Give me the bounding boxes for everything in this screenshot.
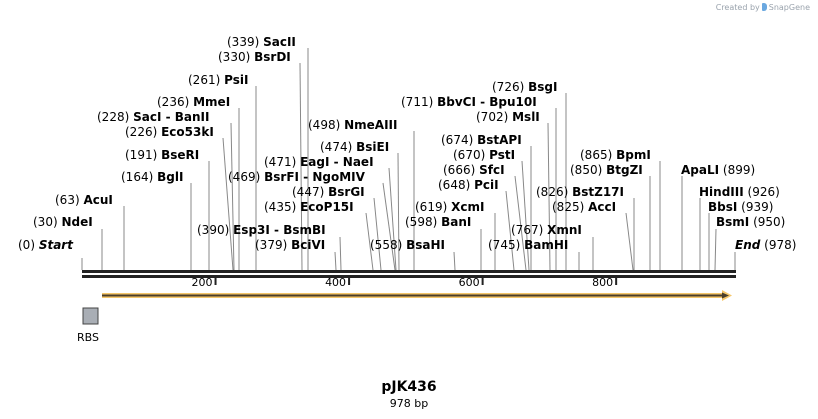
cut-site-line xyxy=(222,137,234,271)
enzyme-label[interactable]: ApaLI (899) xyxy=(681,163,755,177)
ruler-tick xyxy=(615,278,618,285)
cut-site-line xyxy=(299,62,303,271)
sequence-name: pJK436 xyxy=(381,379,437,395)
enzyme-label[interactable]: (865) BpmI xyxy=(580,148,651,162)
watermark-prefix: Created by xyxy=(715,3,760,12)
enzyme-label[interactable]: (498) NmeAIII xyxy=(308,118,397,132)
ruler-tick-label: 600 xyxy=(459,276,480,289)
enzyme-label[interactable]: BsmI (950) xyxy=(716,215,785,229)
enzyme-label[interactable]: (164) BglI xyxy=(121,170,183,184)
enzyme-label[interactable]: End (978) xyxy=(735,238,796,252)
cut-site-line xyxy=(388,167,397,271)
enzyme-label[interactable]: (674) BstAPI xyxy=(441,133,522,147)
enzyme-label[interactable]: (711) BbvCI - Bpu10I xyxy=(401,95,537,109)
enzyme-label[interactable]: (63) AcuI xyxy=(55,193,113,207)
ruler-tick-label: 800 xyxy=(592,276,613,289)
cut-site-line xyxy=(373,197,382,271)
cut-site-line xyxy=(625,212,634,271)
enzyme-label[interactable]: (619) XcmI xyxy=(415,200,484,214)
cut-site-line xyxy=(453,251,456,271)
enzyme-label[interactable]: (191) BseRI xyxy=(125,148,199,162)
enzyme-label[interactable]: (702) MslI xyxy=(476,110,540,124)
cut-site-line xyxy=(521,160,530,271)
cut-site-line xyxy=(547,122,551,271)
cut-site-line xyxy=(339,236,342,271)
enzyme-label[interactable]: (850) BtgZI xyxy=(570,163,643,177)
ruler-ticks: 200 400 600 800 xyxy=(192,276,618,289)
enzyme-label[interactable]: (666) SfcI xyxy=(443,163,505,177)
enzyme-label[interactable]: (471) EagI - NaeI xyxy=(264,155,374,169)
sequence-length: 978 bp xyxy=(389,397,429,410)
ruler-tick xyxy=(481,278,484,285)
rbs-label: RBS xyxy=(77,331,99,344)
snapgene-watermark: Created by SnapGene xyxy=(716,3,810,12)
cut-site-labels: (0) Start (30) NdeI (63) AcuI (164) BglI (19… xyxy=(18,35,796,252)
enzyme-label[interactable]: (379) BciVI xyxy=(255,238,325,252)
enzyme-label[interactable]: (390) Esp3I - BsmBI xyxy=(197,223,326,237)
enzyme-label[interactable]: (469) BsrFI - NgoMIV xyxy=(228,170,366,184)
enzyme-label[interactable]: (474) BsiEI xyxy=(320,140,389,154)
rbs-feature-box[interactable] xyxy=(82,307,99,325)
enzyme-label[interactable]: BbsI (939) xyxy=(708,200,773,214)
enzyme-label[interactable]: (330) BsrDI xyxy=(218,50,291,64)
enzyme-label[interactable]: (825) AccI xyxy=(552,200,616,214)
cut-site-line xyxy=(514,175,527,271)
ruler-tick xyxy=(348,278,351,285)
enzyme-label[interactable]: (826) BstZ17I xyxy=(536,185,624,199)
enzyme-label[interactable]: (261) PsiI xyxy=(188,73,248,87)
cut-site-line xyxy=(365,212,374,271)
cut-site-lines xyxy=(81,48,736,271)
enzyme-label[interactable]: (447) BsrGI xyxy=(292,185,365,199)
cut-site-line xyxy=(397,152,400,271)
ruler-tick-label: 400 xyxy=(325,276,346,289)
enzyme-label[interactable]: (648) PciI xyxy=(438,178,499,192)
enzyme-label[interactable]: (0) Start xyxy=(18,238,74,252)
ruler-tick-label: 200 xyxy=(192,276,213,289)
ruler-top-strand xyxy=(82,270,736,273)
enzyme-label[interactable]: (767) XmnI xyxy=(511,223,582,237)
enzyme-label[interactable]: (558) BsaHI xyxy=(370,238,445,252)
enzyme-label[interactable]: (339) SacII xyxy=(227,35,296,49)
enzyme-label[interactable]: (236) MmeI xyxy=(157,95,230,109)
snapgene-logo-icon xyxy=(761,3,767,11)
cut-site-line xyxy=(382,182,396,271)
enzyme-label[interactable]: (670) PstI xyxy=(453,148,515,162)
cut-site-line xyxy=(334,251,337,271)
cut-site-line xyxy=(230,122,235,271)
enzyme-label[interactable]: (745) BamHI xyxy=(488,238,568,252)
enzyme-label[interactable]: (435) EcoP15I xyxy=(264,200,354,214)
cut-site-line xyxy=(714,228,717,271)
enzyme-label[interactable]: (228) SacI - BanII xyxy=(97,110,209,124)
cut-site-line xyxy=(505,190,515,271)
enzyme-label[interactable]: (726) BsgI xyxy=(492,80,557,94)
enzyme-label[interactable]: HindIII (926) xyxy=(699,185,780,199)
enzyme-label[interactable]: (226) Eco53kI xyxy=(125,125,214,139)
ruler-bottom-strand xyxy=(82,275,736,278)
enzyme-label[interactable]: (30) NdeI xyxy=(33,215,93,229)
watermark-brand: SnapGene xyxy=(768,3,810,12)
ruler-tick xyxy=(214,278,217,285)
enzyme-label[interactable]: (598) BanI xyxy=(405,215,471,229)
orf-arrow-feature[interactable] xyxy=(102,290,732,301)
